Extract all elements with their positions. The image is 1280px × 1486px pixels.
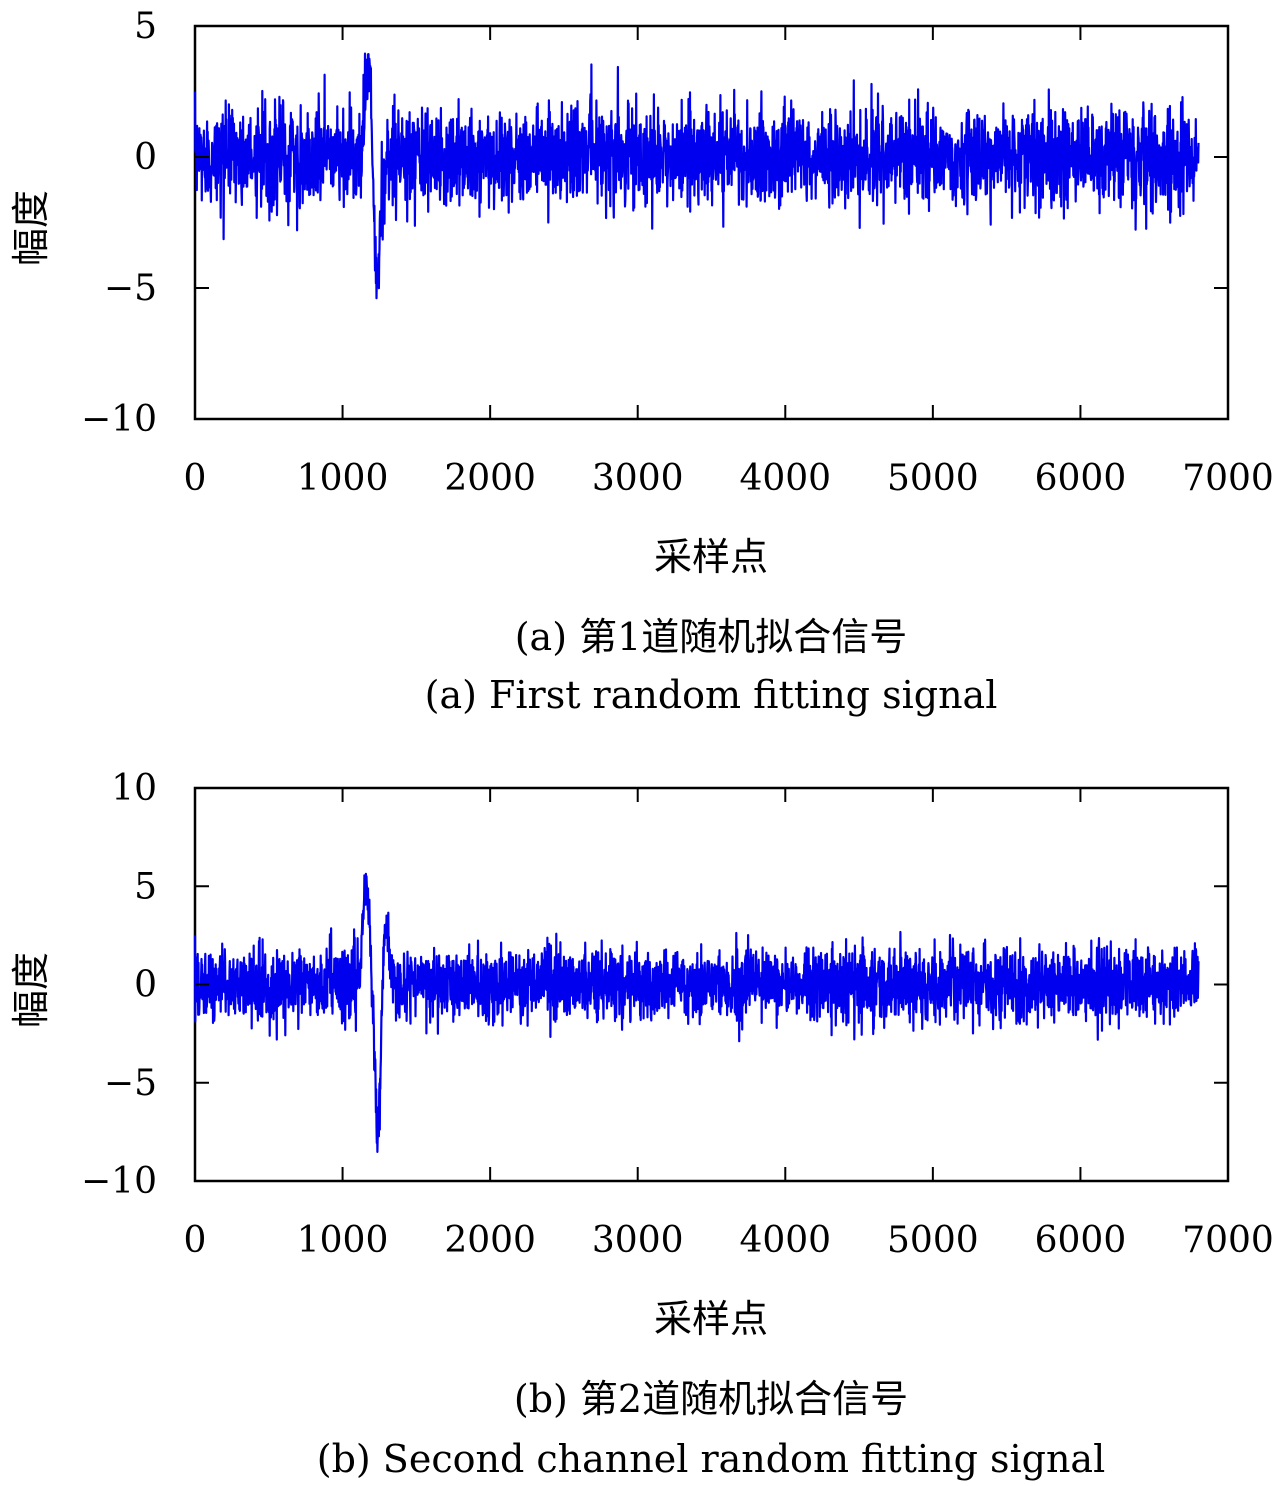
x-tick-label: 4000 — [739, 458, 831, 499]
x-tick-label: 7000 — [1182, 458, 1274, 499]
signal-line — [193, 52, 1200, 300]
x-tick-label: 6000 — [1035, 458, 1127, 499]
x-tick-label: 6000 — [1035, 1220, 1127, 1261]
x-tick-label: 2000 — [444, 1220, 536, 1261]
x-tick-label: 2000 — [444, 458, 536, 499]
y-axis-label: 幅度 — [9, 952, 53, 1028]
caption-en: (a) First random fitting signal — [425, 673, 998, 717]
x-tick-label: 0 — [184, 458, 207, 499]
y-tick-label: 0 — [134, 137, 157, 178]
y-tick-label: −5 — [104, 1063, 157, 1104]
y-tick-label: −5 — [104, 268, 157, 309]
caption-zh: (b) 第2道随机拟合信号 — [514, 1377, 908, 1421]
x-tick-label: 3000 — [592, 1220, 684, 1261]
y-tick-label: 10 — [111, 768, 157, 809]
y-ticks: 10 5 0 −5 −10 — [81, 768, 1228, 1202]
caption-zh: (a) 第1道随机拟合信号 — [515, 615, 908, 659]
x-ticks: 0 1000 2000 3000 4000 5000 6000 7000 — [184, 788, 1274, 1261]
x-axis-label: 采样点 — [654, 535, 768, 579]
x-ticks: 0 1000 2000 3000 4000 5000 6000 7000 — [184, 26, 1274, 499]
y-ticks: 5 0 −5 −10 — [81, 6, 1228, 440]
chart-panel-b: 0 1000 2000 3000 4000 5000 6000 7000 1050−5−10 … — [9, 768, 1274, 1481]
x-tick-label: 5000 — [887, 458, 979, 499]
caption-en: (b) Second channel random fitting signal — [317, 1437, 1105, 1481]
y-tick-label: 0 — [134, 965, 157, 1006]
signal-line — [193, 872, 1200, 1153]
x-axis-label: 采样点 — [654, 1297, 768, 1341]
y-tick-label: −10 — [81, 399, 157, 440]
x-tick-label: 7000 — [1182, 1220, 1274, 1261]
x-tick-label: 5000 — [887, 1220, 979, 1261]
y-tick-label: 5 — [134, 6, 157, 47]
x-tick-label: 0 — [184, 1220, 207, 1261]
x-tick-label: 1000 — [297, 458, 389, 499]
x-tick-label: 3000 — [592, 458, 684, 499]
y-tick-label: −10 — [81, 1161, 157, 1202]
x-tick-label: 1000 — [297, 1220, 389, 1261]
x-tick-label: 4000 — [739, 1220, 831, 1261]
chart-panel-a: 0 1000 2000 3000 4000 5000 6000 7000 5 0 −5 −10 采样… — [9, 6, 1274, 717]
plot-frame — [193, 24, 1230, 421]
y-tick-label: 5 — [134, 866, 157, 907]
y-axis-label: 幅度 — [9, 190, 53, 266]
